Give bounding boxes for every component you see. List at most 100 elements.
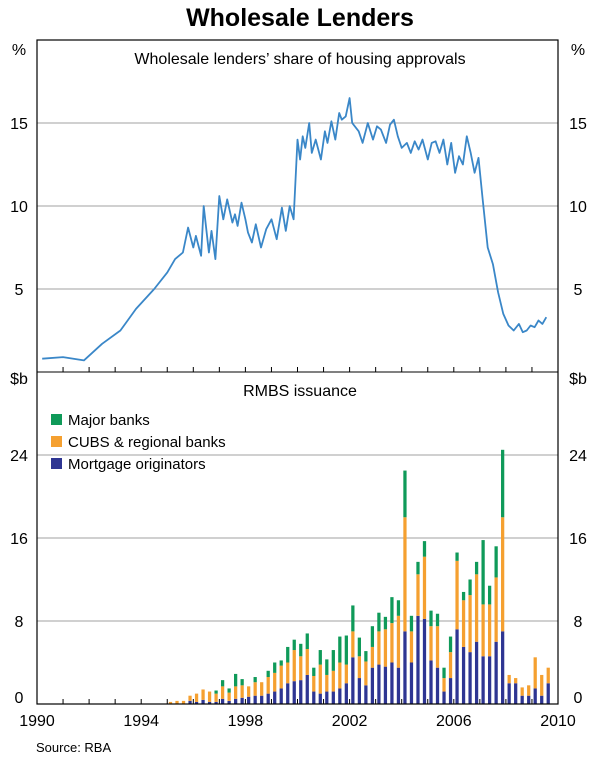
bar-mortgage-originators: [207, 701, 212, 704]
bar-cubs-regional: [403, 517, 407, 632]
bottom-y-tick-right: 24: [569, 448, 587, 465]
bar-major-banks: [409, 615, 414, 632]
bar-major-banks: [403, 470, 407, 518]
bar-major-banks: [312, 667, 316, 676]
bar-mortgage-originators: [520, 695, 524, 704]
bar-mortgage-originators: [234, 698, 238, 704]
bar-major-banks: [292, 639, 296, 651]
bar-mortgage-originators: [377, 664, 381, 704]
bar-cubs-regional: [383, 629, 388, 667]
bar-cubs-regional: [514, 678, 518, 684]
bar-mortgage-originators: [188, 700, 192, 704]
bar-cubs-regional: [487, 604, 492, 657]
bar-cubs-regional: [435, 626, 440, 668]
bar-mortgage-originators: [351, 657, 355, 704]
bar-major-banks: [325, 659, 329, 675]
bar-major-banks: [273, 662, 277, 673]
bar-mortgage-originators: [194, 701, 199, 704]
bar-cubs-regional: [364, 661, 368, 686]
legend-label: Major banks: [68, 412, 150, 429]
bar-cubs-regional: [455, 560, 459, 630]
bar-cubs-regional: [527, 685, 531, 696]
top-unit-left: %: [12, 42, 26, 59]
bottom-panel-title: RMBS issuance: [243, 383, 357, 400]
x-tick-label: 1998: [228, 713, 264, 730]
bottom-y-tick-left: 16: [10, 531, 28, 548]
bar-cubs-regional: [240, 685, 244, 698]
bar-mortgage-originators: [344, 683, 348, 704]
bar-major-banks: [305, 633, 309, 650]
bar-mortgage-originators: [507, 683, 511, 704]
bar-major-banks: [448, 636, 453, 653]
bar-cubs-regional: [214, 693, 218, 702]
bottom-y-tick-right: 8: [574, 614, 583, 631]
bar-major-banks: [494, 546, 498, 578]
bar-mortgage-originators: [448, 678, 453, 704]
bar-mortgage-originators: [514, 683, 518, 704]
bar-mortgage-originators: [370, 667, 375, 704]
bar-cubs-regional: [409, 631, 414, 663]
bar-cubs-regional: [325, 674, 329, 692]
bar-mortgage-originators: [422, 618, 427, 704]
bar-mortgage-originators: [481, 656, 485, 704]
bar-major-banks: [383, 616, 388, 630]
bar-cubs-regional: [533, 657, 537, 689]
legend-swatch: [51, 414, 62, 425]
bar-cubs-regional: [260, 682, 264, 696]
bar-mortgage-originators: [403, 631, 407, 704]
bar-cubs-regional: [448, 652, 453, 679]
bar-cubs-regional: [344, 664, 348, 684]
top-y-tick-left: 5: [15, 282, 24, 299]
bar-major-banks: [487, 585, 492, 605]
bar-cubs-regional: [207, 691, 212, 702]
bar-cubs-regional: [481, 604, 485, 657]
bar-cubs-regional: [273, 672, 277, 692]
bar-mortgage-originators: [214, 701, 218, 704]
bar-cubs-regional: [286, 662, 290, 684]
bar-cubs-regional: [370, 646, 375, 668]
bar-cubs-regional: [266, 677, 270, 694]
bar-mortgage-originators: [461, 646, 466, 704]
bar-major-banks: [220, 680, 225, 687]
bar-mortgage-originators: [266, 693, 270, 704]
bar-cubs-regional: [357, 656, 361, 679]
bar-mortgage-originators: [442, 691, 446, 704]
plot-frame: [36, 39, 559, 705]
bar-mortgage-originators: [527, 695, 531, 704]
bar-mortgage-originators: [253, 695, 257, 704]
bar-mortgage-originators: [325, 691, 329, 704]
legend-label: CUBS & regional banks: [68, 434, 226, 451]
bar-major-banks: [364, 651, 368, 662]
bar-major-banks: [435, 613, 440, 627]
bar-mortgage-originators: [279, 688, 283, 704]
top-y-tick-right: 5: [574, 282, 583, 299]
x-tick-label: 2002: [332, 713, 368, 730]
bar-major-banks: [455, 552, 459, 561]
x-tick-label: 2010: [540, 713, 576, 730]
bar-cubs-regional: [520, 687, 524, 696]
bar-major-banks: [429, 610, 433, 627]
bar-major-banks: [318, 650, 322, 665]
bar-major-banks: [338, 636, 342, 663]
bar-major-banks: [240, 679, 244, 686]
bar-cubs-regional: [220, 686, 225, 699]
bar-mortgage-originators: [273, 691, 277, 704]
bar-major-banks: [474, 561, 479, 575]
bar-cubs-regional: [299, 656, 303, 681]
bar-mortgage-originators: [318, 693, 322, 704]
bottom-y-tick-right: 0: [574, 690, 583, 707]
legend-swatch: [51, 458, 62, 469]
x-tick-label: 1994: [123, 713, 159, 730]
bottom-y-tick-right: 16: [569, 531, 587, 548]
bottom-y-tick-left: 24: [10, 448, 28, 465]
bar-major-banks: [227, 688, 231, 693]
top-y-tick-right: 15: [569, 116, 587, 133]
bar-major-banks: [422, 541, 427, 557]
bar-major-banks: [390, 597, 394, 624]
bar-cubs-regional: [318, 664, 322, 694]
x-tick-label: 1990: [19, 713, 55, 730]
bar-mortgage-originators: [390, 662, 394, 704]
bar-mortgage-originators: [533, 688, 537, 704]
bar-cubs-regional: [474, 574, 479, 642]
bar-mortgage-originators: [455, 629, 459, 704]
